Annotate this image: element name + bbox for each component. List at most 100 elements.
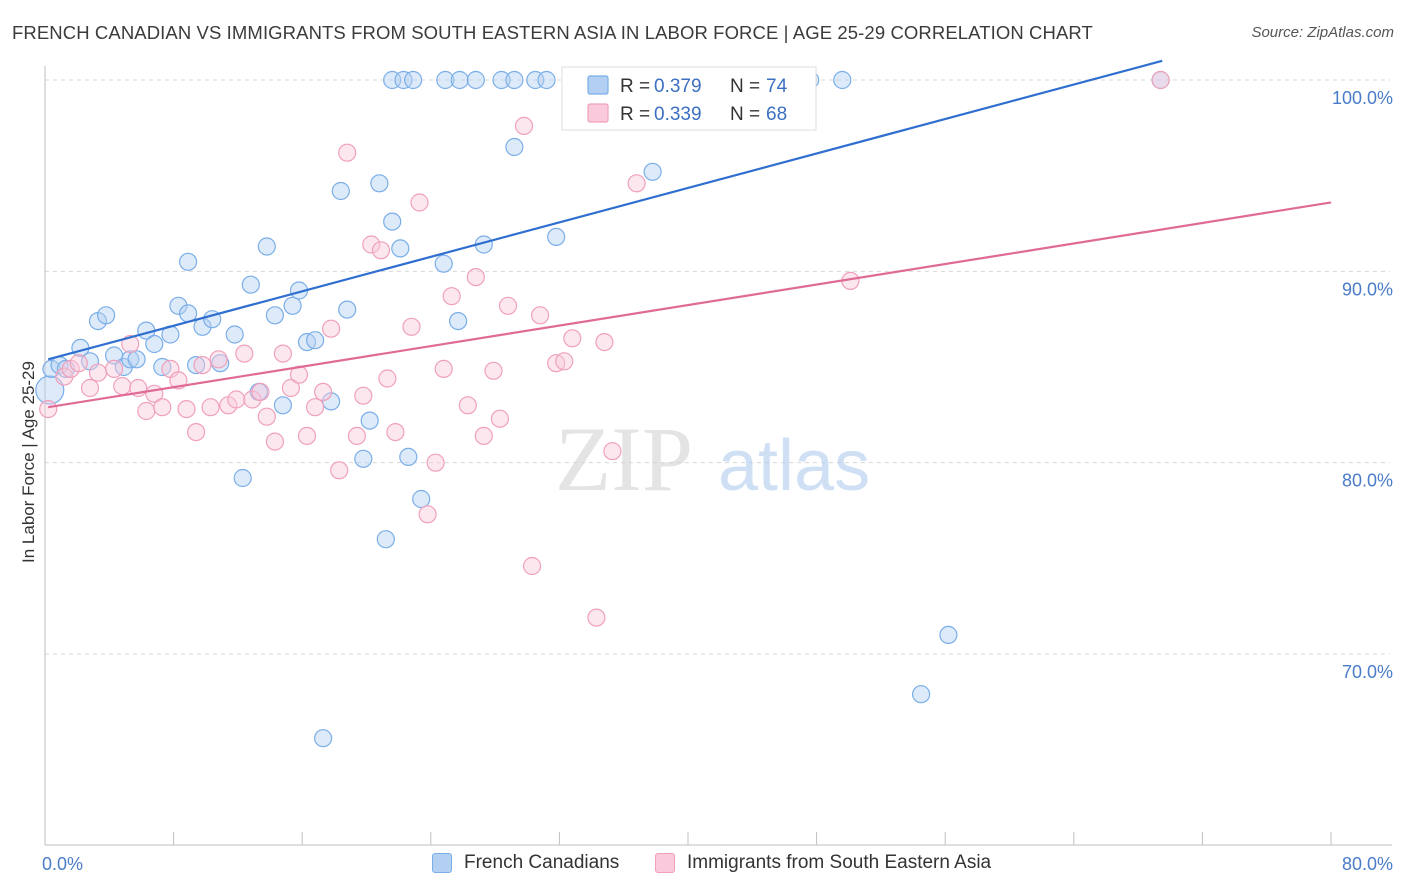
x-tick-labels: 0.0% 80.0% bbox=[42, 854, 1393, 874]
point-series1-63 bbox=[603, 442, 622, 461]
legend-r-value-1: 0.379 bbox=[654, 76, 702, 97]
point-series1-61 bbox=[587, 608, 606, 627]
y-tick-labels: 100.0% 90.0% 80.0% 70.0% bbox=[1332, 88, 1393, 682]
legend-swatch-french-canadians bbox=[432, 853, 452, 873]
point-series1-24 bbox=[251, 382, 270, 401]
point-series1-39 bbox=[371, 241, 391, 260]
point-series1-27 bbox=[273, 344, 292, 363]
point-series1-30 bbox=[297, 426, 317, 445]
point-series1-51 bbox=[484, 361, 503, 380]
point-series1-31 bbox=[306, 398, 325, 417]
point-series0-50 bbox=[643, 162, 662, 181]
point-series0-39 bbox=[370, 174, 389, 193]
point-series0-56 bbox=[436, 70, 455, 90]
point-series0-48 bbox=[505, 137, 524, 157]
point-series0-42 bbox=[391, 239, 410, 258]
data-points bbox=[35, 70, 1170, 748]
point-series1-10 bbox=[137, 401, 156, 421]
point-series0-73 bbox=[179, 252, 198, 271]
point-series1-5 bbox=[88, 363, 108, 382]
point-series1-33 bbox=[322, 319, 341, 338]
point-series1-66 bbox=[1151, 70, 1170, 90]
point-series1-0 bbox=[39, 400, 58, 419]
point-series1-8 bbox=[121, 334, 140, 354]
point-series1-64 bbox=[627, 174, 646, 193]
point-series0-71 bbox=[833, 70, 852, 90]
point-series0-59 bbox=[492, 70, 511, 90]
legend-r-value-2: 0.339 bbox=[654, 104, 702, 125]
point-series1-22 bbox=[235, 344, 254, 363]
point-series0-28 bbox=[273, 396, 292, 415]
point-series1-55 bbox=[522, 556, 542, 576]
gridlines bbox=[45, 79, 1390, 655]
legend-n-label-2: N = bbox=[730, 104, 760, 125]
point-series0-13 bbox=[145, 334, 164, 354]
point-series0-41 bbox=[383, 212, 402, 231]
legend-n-label-1: N = bbox=[730, 76, 760, 97]
point-series0-60 bbox=[505, 70, 524, 90]
point-series1-48 bbox=[458, 396, 477, 415]
watermark-atlas: atlas bbox=[718, 426, 870, 506]
point-series1-32 bbox=[314, 382, 333, 401]
legend-swatch-pink bbox=[587, 103, 609, 123]
trend-line-series0 bbox=[47, 59, 1163, 361]
point-series1-7 bbox=[113, 377, 132, 396]
point-series1-18 bbox=[201, 398, 220, 417]
point-series0-57 bbox=[450, 70, 469, 90]
point-series1-6 bbox=[104, 359, 124, 378]
point-series1-53 bbox=[498, 296, 518, 315]
point-series1-50 bbox=[474, 426, 493, 445]
point-series1-21 bbox=[227, 390, 246, 409]
point-series1-62 bbox=[595, 333, 614, 352]
bottom-legend: French Canadians Immigrants from South E… bbox=[0, 850, 1406, 880]
point-series1-56 bbox=[530, 306, 550, 325]
point-series0-23 bbox=[233, 468, 252, 488]
source-label: Source: ZipAtlas.com bbox=[1251, 24, 1394, 41]
point-series1-52 bbox=[490, 409, 509, 428]
point-series1-54 bbox=[514, 116, 534, 136]
point-series0-16 bbox=[169, 296, 188, 315]
trend-lines bbox=[47, 59, 1332, 409]
y-tick-label-0: 100.0% bbox=[1332, 88, 1393, 108]
point-series0-43 bbox=[399, 447, 418, 466]
point-series1-28 bbox=[281, 378, 300, 398]
point-series0-22 bbox=[225, 325, 244, 344]
point-series0-24 bbox=[241, 275, 260, 294]
point-series1-38 bbox=[362, 235, 381, 254]
chart-title: FRENCH CANADIAN VS IMMIGRANTS FROM SOUTH… bbox=[12, 22, 1093, 43]
legend-label-french-canadians: French Canadians bbox=[464, 852, 620, 873]
watermark-zip: ZIP bbox=[555, 408, 693, 510]
point-series1-41 bbox=[386, 423, 405, 442]
point-series0-38 bbox=[360, 411, 379, 430]
trend-line-series1 bbox=[48, 201, 1332, 409]
point-series1-37 bbox=[354, 386, 373, 405]
watermark: ZIP atlas bbox=[555, 408, 870, 510]
legend-item-french-canadians: French Canadians bbox=[432, 852, 619, 874]
point-series1-47 bbox=[442, 287, 461, 306]
point-series0-54 bbox=[394, 70, 413, 90]
point-series0-62 bbox=[537, 70, 556, 90]
point-series0-58 bbox=[466, 70, 485, 90]
point-series1-49 bbox=[466, 268, 485, 287]
legend-item-sea-immigrants: Immigrants from South Eastern Asia bbox=[655, 852, 991, 874]
point-series0-44 bbox=[412, 489, 431, 509]
point-series1-3 bbox=[69, 354, 88, 373]
point-series1-59 bbox=[563, 329, 582, 348]
y-tick-label-2: 80.0% bbox=[1342, 471, 1393, 491]
point-series1-42 bbox=[402, 317, 421, 336]
point-series0-35 bbox=[331, 181, 350, 201]
point-series0-10 bbox=[121, 350, 140, 369]
y-axis-label: In Labor Force | Age 25-29 bbox=[19, 361, 38, 563]
legend-r-label-1: R = bbox=[620, 76, 650, 97]
point-series1-34 bbox=[330, 461, 349, 480]
point-series0-33 bbox=[314, 729, 333, 748]
point-series0-32 bbox=[306, 331, 325, 350]
point-series0-46 bbox=[449, 312, 468, 331]
point-series0-29 bbox=[283, 296, 302, 315]
point-series0-18 bbox=[187, 356, 206, 375]
point-series0-11 bbox=[127, 350, 146, 369]
point-series1-44 bbox=[418, 505, 437, 524]
point-series1-16 bbox=[187, 423, 206, 442]
point-series1-17 bbox=[193, 356, 212, 375]
